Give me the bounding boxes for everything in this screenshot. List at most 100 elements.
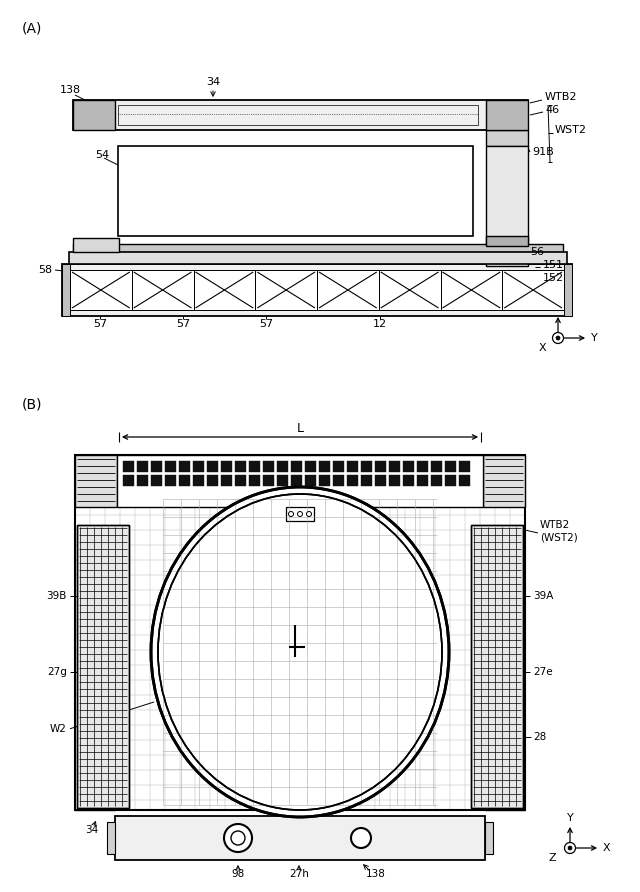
Text: SL: SL <box>147 494 159 504</box>
Circle shape <box>351 828 371 848</box>
Bar <box>123 461 134 472</box>
Bar <box>375 475 386 486</box>
Text: M: M <box>93 465 101 475</box>
Bar <box>347 461 358 472</box>
Text: WTB2: WTB2 <box>545 92 577 102</box>
Text: X: X <box>538 343 546 353</box>
Text: 39A: 39A <box>533 591 554 600</box>
Circle shape <box>298 511 303 516</box>
Text: W2: W2 <box>50 723 67 734</box>
Bar <box>486 146 528 266</box>
Bar <box>403 475 414 486</box>
Bar <box>77 525 129 808</box>
Bar <box>361 461 372 472</box>
Bar <box>417 461 428 472</box>
Text: 27e: 27e <box>533 667 552 677</box>
Bar <box>277 461 288 472</box>
Bar <box>483 455 525 507</box>
Text: 57: 57 <box>176 319 190 329</box>
Bar <box>165 475 176 486</box>
Text: 28: 28 <box>533 732 547 742</box>
Text: 27g: 27g <box>47 667 67 677</box>
Bar <box>291 461 302 472</box>
Text: 46: 46 <box>486 465 499 475</box>
Bar <box>440 270 502 310</box>
Bar <box>471 525 523 808</box>
Bar <box>291 475 302 486</box>
Bar <box>249 475 260 486</box>
Circle shape <box>552 333 563 343</box>
Bar <box>132 270 193 310</box>
Circle shape <box>564 843 575 854</box>
Bar <box>75 455 117 507</box>
Circle shape <box>231 831 245 845</box>
Bar <box>193 461 204 472</box>
Text: 34: 34 <box>206 77 220 87</box>
Bar <box>73 100 528 130</box>
Bar <box>151 461 162 472</box>
Bar <box>165 461 176 472</box>
Bar <box>502 270 564 310</box>
Text: 27f: 27f <box>127 465 144 475</box>
Bar <box>117 455 483 507</box>
Bar <box>319 475 330 486</box>
Text: 138: 138 <box>60 85 81 95</box>
Circle shape <box>556 336 560 340</box>
Bar <box>445 461 456 472</box>
Circle shape <box>289 511 294 516</box>
Bar <box>333 475 344 486</box>
Text: Y: Y <box>566 813 573 823</box>
Bar <box>459 461 470 472</box>
Bar <box>207 461 218 472</box>
Bar <box>485 822 493 854</box>
Bar <box>193 270 255 310</box>
Text: 30: 30 <box>273 488 287 498</box>
Bar <box>193 475 204 486</box>
Bar <box>361 475 372 486</box>
Text: WTB2: WTB2 <box>540 520 570 530</box>
Bar <box>255 270 317 310</box>
Text: Y: Y <box>591 333 597 343</box>
Bar <box>317 270 379 310</box>
Bar <box>115 816 485 860</box>
Bar <box>471 525 523 808</box>
Text: 27h: 27h <box>289 869 309 879</box>
Bar <box>379 270 440 310</box>
Bar <box>286 507 314 521</box>
Text: (B): (B) <box>22 398 42 412</box>
Text: 56: 56 <box>530 247 544 257</box>
Bar <box>69 252 567 264</box>
Bar <box>62 264 572 316</box>
Bar <box>73 244 563 252</box>
Bar <box>118 146 473 236</box>
Bar <box>235 461 246 472</box>
Text: 54: 54 <box>95 150 109 160</box>
Bar <box>151 475 162 486</box>
Bar <box>62 264 70 316</box>
Text: 57: 57 <box>93 319 107 329</box>
Bar <box>319 461 330 472</box>
Bar <box>445 475 456 486</box>
Bar <box>77 525 129 808</box>
Text: (WST2): (WST2) <box>540 533 578 543</box>
Bar <box>431 475 442 486</box>
Bar <box>73 238 119 252</box>
Bar <box>137 475 148 486</box>
Text: 91B: 91B <box>532 147 554 157</box>
Text: 52: 52 <box>90 478 102 488</box>
Text: 98: 98 <box>232 869 244 879</box>
Ellipse shape <box>151 487 449 817</box>
Bar <box>249 461 260 472</box>
Bar <box>137 461 148 472</box>
Text: L: L <box>296 422 303 434</box>
Bar <box>118 105 478 125</box>
Text: 39B: 39B <box>47 591 67 600</box>
Bar <box>305 475 316 486</box>
Text: 12: 12 <box>373 319 387 329</box>
Bar <box>73 100 115 130</box>
Bar <box>486 236 528 246</box>
Bar <box>347 475 358 486</box>
Bar <box>221 461 232 472</box>
Bar <box>333 461 344 472</box>
Text: Z: Z <box>548 853 556 863</box>
